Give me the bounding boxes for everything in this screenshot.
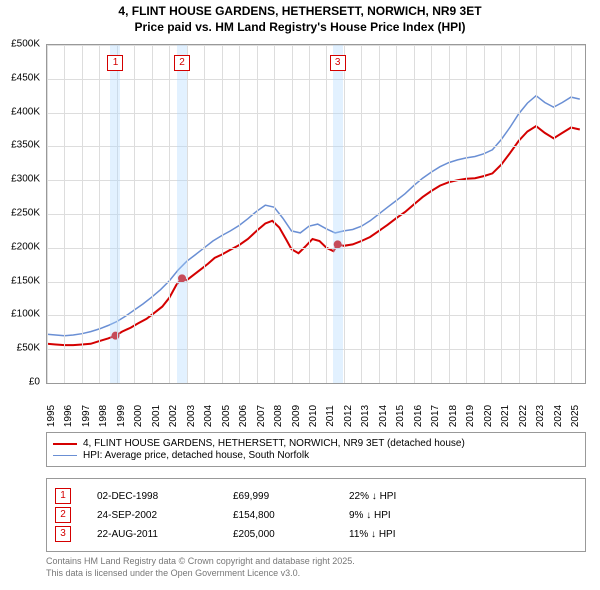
x-tick-label: 2000 [133, 405, 144, 427]
x-axis-labels: 1995 1996 1997 1998 1999 2000 2001 2002 2003 2004… [46, 386, 586, 428]
attribution-line2: This data is licensed under the Open Gov… [46, 568, 355, 580]
x-tick-label: 2018 [448, 405, 459, 427]
x-tick-label: 2006 [238, 405, 249, 427]
x-tick-label: 2009 [291, 405, 302, 427]
sale-date: 24-SEP-2002 [97, 510, 207, 521]
legend-swatch [53, 443, 77, 445]
sale-price: £69,999 [233, 491, 323, 502]
sale-index-box: 1 [55, 488, 71, 504]
legend-item: HPI: Average price, detached house, Sout… [53, 450, 579, 461]
legend-box: 4, FLINT HOUSE GARDENS, HETHERSETT, NORW… [46, 432, 586, 467]
sale-delta: 9% ↓ HPI [349, 510, 391, 521]
y-tick-label: £250K [11, 208, 40, 219]
x-tick-label: 2008 [273, 405, 284, 427]
x-tick-label: 2010 [308, 405, 319, 427]
sale-row: 1 02-DEC-1998 £69,999 22% ↓ HPI [55, 488, 577, 504]
series-hpi [47, 96, 580, 336]
x-tick-label: 2015 [395, 405, 406, 427]
x-tick-label: 2022 [518, 405, 529, 427]
chart-title-line2: Price paid vs. HM Land Registry's House … [0, 20, 600, 34]
sale-row: 3 22-AUG-2011 £205,000 11% ↓ HPI [55, 526, 577, 542]
x-tick-label: 2023 [535, 405, 546, 427]
x-tick-label: 2017 [430, 405, 441, 427]
x-tick-label: 2013 [360, 405, 371, 427]
x-tick-label: 2020 [483, 405, 494, 427]
x-tick-label: 2004 [203, 405, 214, 427]
plot-area: 1 2 3 [46, 44, 586, 384]
y-tick-label: £100K [11, 309, 40, 320]
y-axis-labels: £0£50K£100K£150K£200K£250K£300K£350K£400… [0, 44, 44, 384]
series-price_paid [47, 126, 580, 345]
sale-date: 22-AUG-2011 [97, 529, 207, 540]
x-tick-label: 2025 [570, 405, 581, 427]
sale-price: £205,000 [233, 529, 323, 540]
marker-label: 2 [174, 55, 190, 71]
y-tick-label: £400K [11, 106, 40, 117]
sale-index-box: 3 [55, 526, 71, 542]
y-tick-label: £350K [11, 140, 40, 151]
x-tick-label: 2005 [221, 405, 232, 427]
x-tick-label: 1998 [98, 405, 109, 427]
sale-date: 02-DEC-1998 [97, 491, 207, 502]
x-tick-label: 2003 [186, 405, 197, 427]
x-tick-label: 1997 [81, 405, 92, 427]
marker-label: 1 [107, 55, 123, 71]
x-tick-label: 2011 [325, 405, 336, 427]
legend-label: HPI: Average price, detached house, Sout… [83, 450, 309, 461]
x-tick-label: 2007 [256, 405, 267, 427]
chart-title-line1: 4, FLINT HOUSE GARDENS, HETHERSETT, NORW… [0, 0, 600, 20]
legend-item: 4, FLINT HOUSE GARDENS, HETHERSETT, NORW… [53, 438, 579, 449]
y-tick-label: £200K [11, 241, 40, 252]
attribution: Contains HM Land Registry data © Crown c… [46, 556, 355, 579]
chart-container: 4, FLINT HOUSE GARDENS, HETHERSETT, NORW… [0, 0, 600, 590]
y-tick-label: £300K [11, 174, 40, 185]
y-tick-label: £450K [11, 72, 40, 83]
x-tick-label: 2001 [151, 405, 162, 427]
x-tick-label: 2024 [553, 405, 564, 427]
y-tick-label: £50K [17, 343, 40, 354]
x-tick-label: 1995 [46, 405, 57, 427]
x-tick-label: 1996 [63, 405, 74, 427]
sales-table: 1 02-DEC-1998 £69,999 22% ↓ HPI 2 24-SEP-2002… [46, 478, 586, 552]
sale-row: 2 24-SEP-2002 £154,800 9% ↓ HPI [55, 507, 577, 523]
sale-delta: 11% ↓ HPI [349, 529, 396, 540]
sale-delta: 22% ↓ HPI [349, 491, 396, 502]
y-tick-label: £150K [11, 275, 40, 286]
sale-price: £154,800 [233, 510, 323, 521]
x-tick-label: 2019 [465, 405, 476, 427]
x-tick-label: 1999 [116, 405, 127, 427]
x-tick-label: 2002 [168, 405, 179, 427]
x-tick-label: 2016 [413, 405, 424, 427]
x-tick-label: 2021 [500, 405, 511, 427]
legend-label: 4, FLINT HOUSE GARDENS, HETHERSETT, NORW… [83, 438, 465, 449]
y-tick-label: £0 [29, 377, 40, 388]
sale-index-box: 2 [55, 507, 71, 523]
legend-swatch [53, 455, 77, 456]
x-tick-label: 2012 [343, 405, 354, 427]
y-tick-label: £500K [11, 39, 40, 50]
marker-label: 3 [330, 55, 346, 71]
attribution-line1: Contains HM Land Registry data © Crown c… [46, 556, 355, 568]
x-tick-label: 2014 [378, 405, 389, 427]
